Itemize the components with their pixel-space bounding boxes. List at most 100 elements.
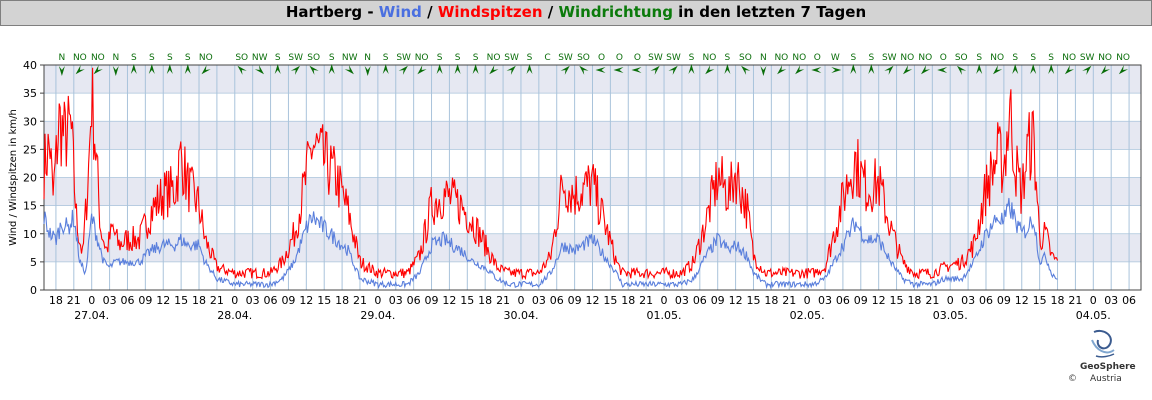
logo-copyright: © [1068,374,1077,384]
x-tick-label: 18 [764,294,778,307]
x-tick-label: 12 [872,294,886,307]
x-tick-label: 15 [174,294,188,307]
x-date-label: 29.04. [360,309,395,322]
direction-arrow-icon [166,64,173,74]
direction-arrow-icon [937,67,948,73]
direction-arrow-icon [777,65,787,75]
x-date-label: 03.05. [933,309,968,322]
direction-label: S [725,53,731,63]
x-tick-label: 0 [88,294,95,307]
direction-label: S [149,53,155,63]
direction-arrow-icon [436,64,443,74]
x-date-label: 28.04. [217,309,252,322]
x-tick-label: 0 [517,294,524,307]
direction-label: SW [558,53,573,63]
direction-label: S [167,53,173,63]
direction-label: N [760,53,767,63]
direction-arrow-icon [526,64,533,74]
direction-arrow-icon [724,64,731,74]
direction-arrow-icon [957,65,967,75]
direction-arrow-icon [831,67,842,73]
x-tick-label: 09 [711,294,725,307]
direction-arrow-icon [1082,65,1092,75]
direction-label: S [1012,53,1018,63]
direction-label: NO [703,53,717,63]
x-tick-label: 21 [1068,294,1082,307]
x-tick-label: 21 [67,294,81,307]
x-tick-label: 09 [138,294,152,307]
direction-label: NO [1062,53,1076,63]
y-tick-label: 40 [23,59,37,72]
x-tick-label: 12 [442,294,456,307]
direction-arrow-icon [254,65,264,75]
direction-label: SO [577,53,590,63]
x-tick-label: 0 [1090,294,1097,307]
direction-label: NO [774,53,788,63]
direction-arrow-icon [741,65,751,75]
x-tick-label: 06 [550,294,564,307]
direction-arrow-icon [705,65,715,75]
y-tick-label: 20 [23,172,37,185]
x-tick-label: 0 [374,294,381,307]
direction-label: NO [1098,53,1112,63]
direction-label: NW [342,53,358,63]
direction-label: NO [918,53,932,63]
direction-label: SW [396,53,411,63]
x-tick-label: 09 [568,294,582,307]
x-date-label: 04.05. [1076,309,1111,322]
direction-arrow-icon [903,65,913,75]
x-tick-label: 09 [854,294,868,307]
gust-series-line [43,67,1059,281]
y-tick-label: 15 [23,200,37,213]
direction-arrow-icon [130,64,137,74]
x-tick-label: 0 [804,294,811,307]
direction-label: NO [487,53,501,63]
direction-label: SW [666,53,681,63]
direction-arrow-icon [850,64,857,74]
title-gusts: Windspitzen [437,3,543,21]
direction-label: S [976,53,982,63]
direction-arrow-icon [344,65,354,75]
x-tick-label: 03 [246,294,260,307]
direction-label: SO [739,53,752,63]
direction-arrow-icon [472,64,479,74]
direction-label: S [473,53,479,63]
x-tick-label: 15 [746,294,760,307]
x-tick-label: 15 [1033,294,1047,307]
direction-arrow-icon [489,65,499,75]
direction-label: S [437,53,443,63]
x-tick-label: 21 [925,294,939,307]
direction-arrow-icon [112,66,119,76]
x-tick-label: 15 [317,294,331,307]
direction-arrow-icon [631,67,642,73]
direction-label: SO [307,53,320,63]
x-tick-label: 21 [496,294,510,307]
direction-arrow-icon [417,65,427,75]
direction-arrow-icon [868,64,875,74]
direction-label: O [634,53,641,63]
x-tick-label: 12 [1015,294,1029,307]
y-tick-label: 0 [30,284,37,297]
logo-sub: Austria [1090,374,1122,384]
direction-arrow-icon [595,67,606,73]
direction-arrow-icon [1100,65,1111,75]
chart-title: Hartberg - Wind / Windspitzen / Windrich… [1,3,1151,21]
direction-label: NO [1116,53,1130,63]
x-tick-label: 03 [818,294,832,307]
direction-arrow-icon [1064,65,1075,75]
direction-arrow-icon [364,66,371,76]
direction-label: SW [648,53,663,63]
geosphere-logo-icon [1091,330,1115,358]
direction-arrow-icon [1048,64,1055,74]
y-tick-label: 25 [23,143,37,156]
direction-arrow-icon [184,64,191,74]
x-tick-label: 06 [979,294,993,307]
x-tick-label: 21 [782,294,796,307]
direction-arrow-icon [1030,64,1037,74]
logo-name: GeoSphere [1080,362,1136,372]
direction-label: S [131,53,137,63]
direction-arrow-icon [1012,64,1019,74]
direction-label: NO [199,53,213,63]
direction-arrow-icon [760,66,767,76]
